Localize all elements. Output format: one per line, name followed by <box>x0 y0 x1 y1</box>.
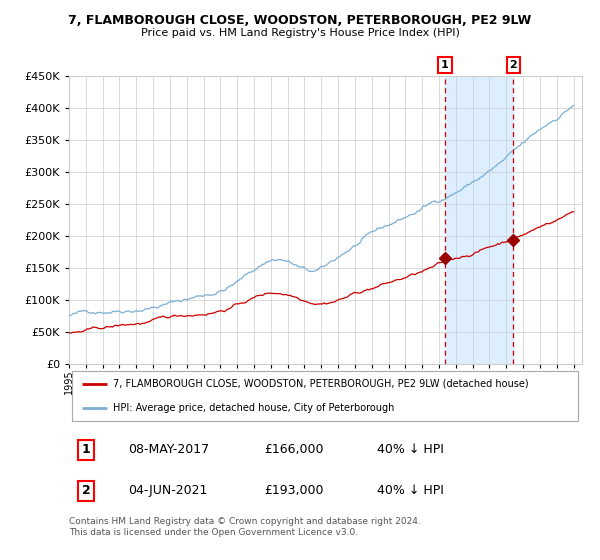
Text: 2: 2 <box>82 484 91 497</box>
Text: 1: 1 <box>82 444 91 456</box>
Text: 40% ↓ HPI: 40% ↓ HPI <box>377 484 443 497</box>
Text: 04-JUN-2021: 04-JUN-2021 <box>128 484 208 497</box>
Text: 1: 1 <box>441 60 449 70</box>
Text: Contains HM Land Registry data © Crown copyright and database right 2024.
This d: Contains HM Land Registry data © Crown c… <box>69 517 421 536</box>
Text: 2: 2 <box>509 60 517 70</box>
Text: £193,000: £193,000 <box>264 484 323 497</box>
Text: 08-MAY-2017: 08-MAY-2017 <box>128 444 209 456</box>
Text: £166,000: £166,000 <box>264 444 323 456</box>
Bar <box>445 76 514 364</box>
Text: HPI: Average price, detached house, City of Peterborough: HPI: Average price, detached house, City… <box>113 403 394 413</box>
Text: 7, FLAMBOROUGH CLOSE, WOODSTON, PETERBOROUGH, PE2 9LW (detached house): 7, FLAMBOROUGH CLOSE, WOODSTON, PETERBOR… <box>113 379 528 389</box>
Text: 7, FLAMBOROUGH CLOSE, WOODSTON, PETERBOROUGH, PE2 9LW: 7, FLAMBOROUGH CLOSE, WOODSTON, PETERBOR… <box>68 14 532 27</box>
Text: 40% ↓ HPI: 40% ↓ HPI <box>377 444 443 456</box>
Text: Price paid vs. HM Land Registry's House Price Index (HPI): Price paid vs. HM Land Registry's House … <box>140 28 460 38</box>
FancyBboxPatch shape <box>71 371 578 421</box>
